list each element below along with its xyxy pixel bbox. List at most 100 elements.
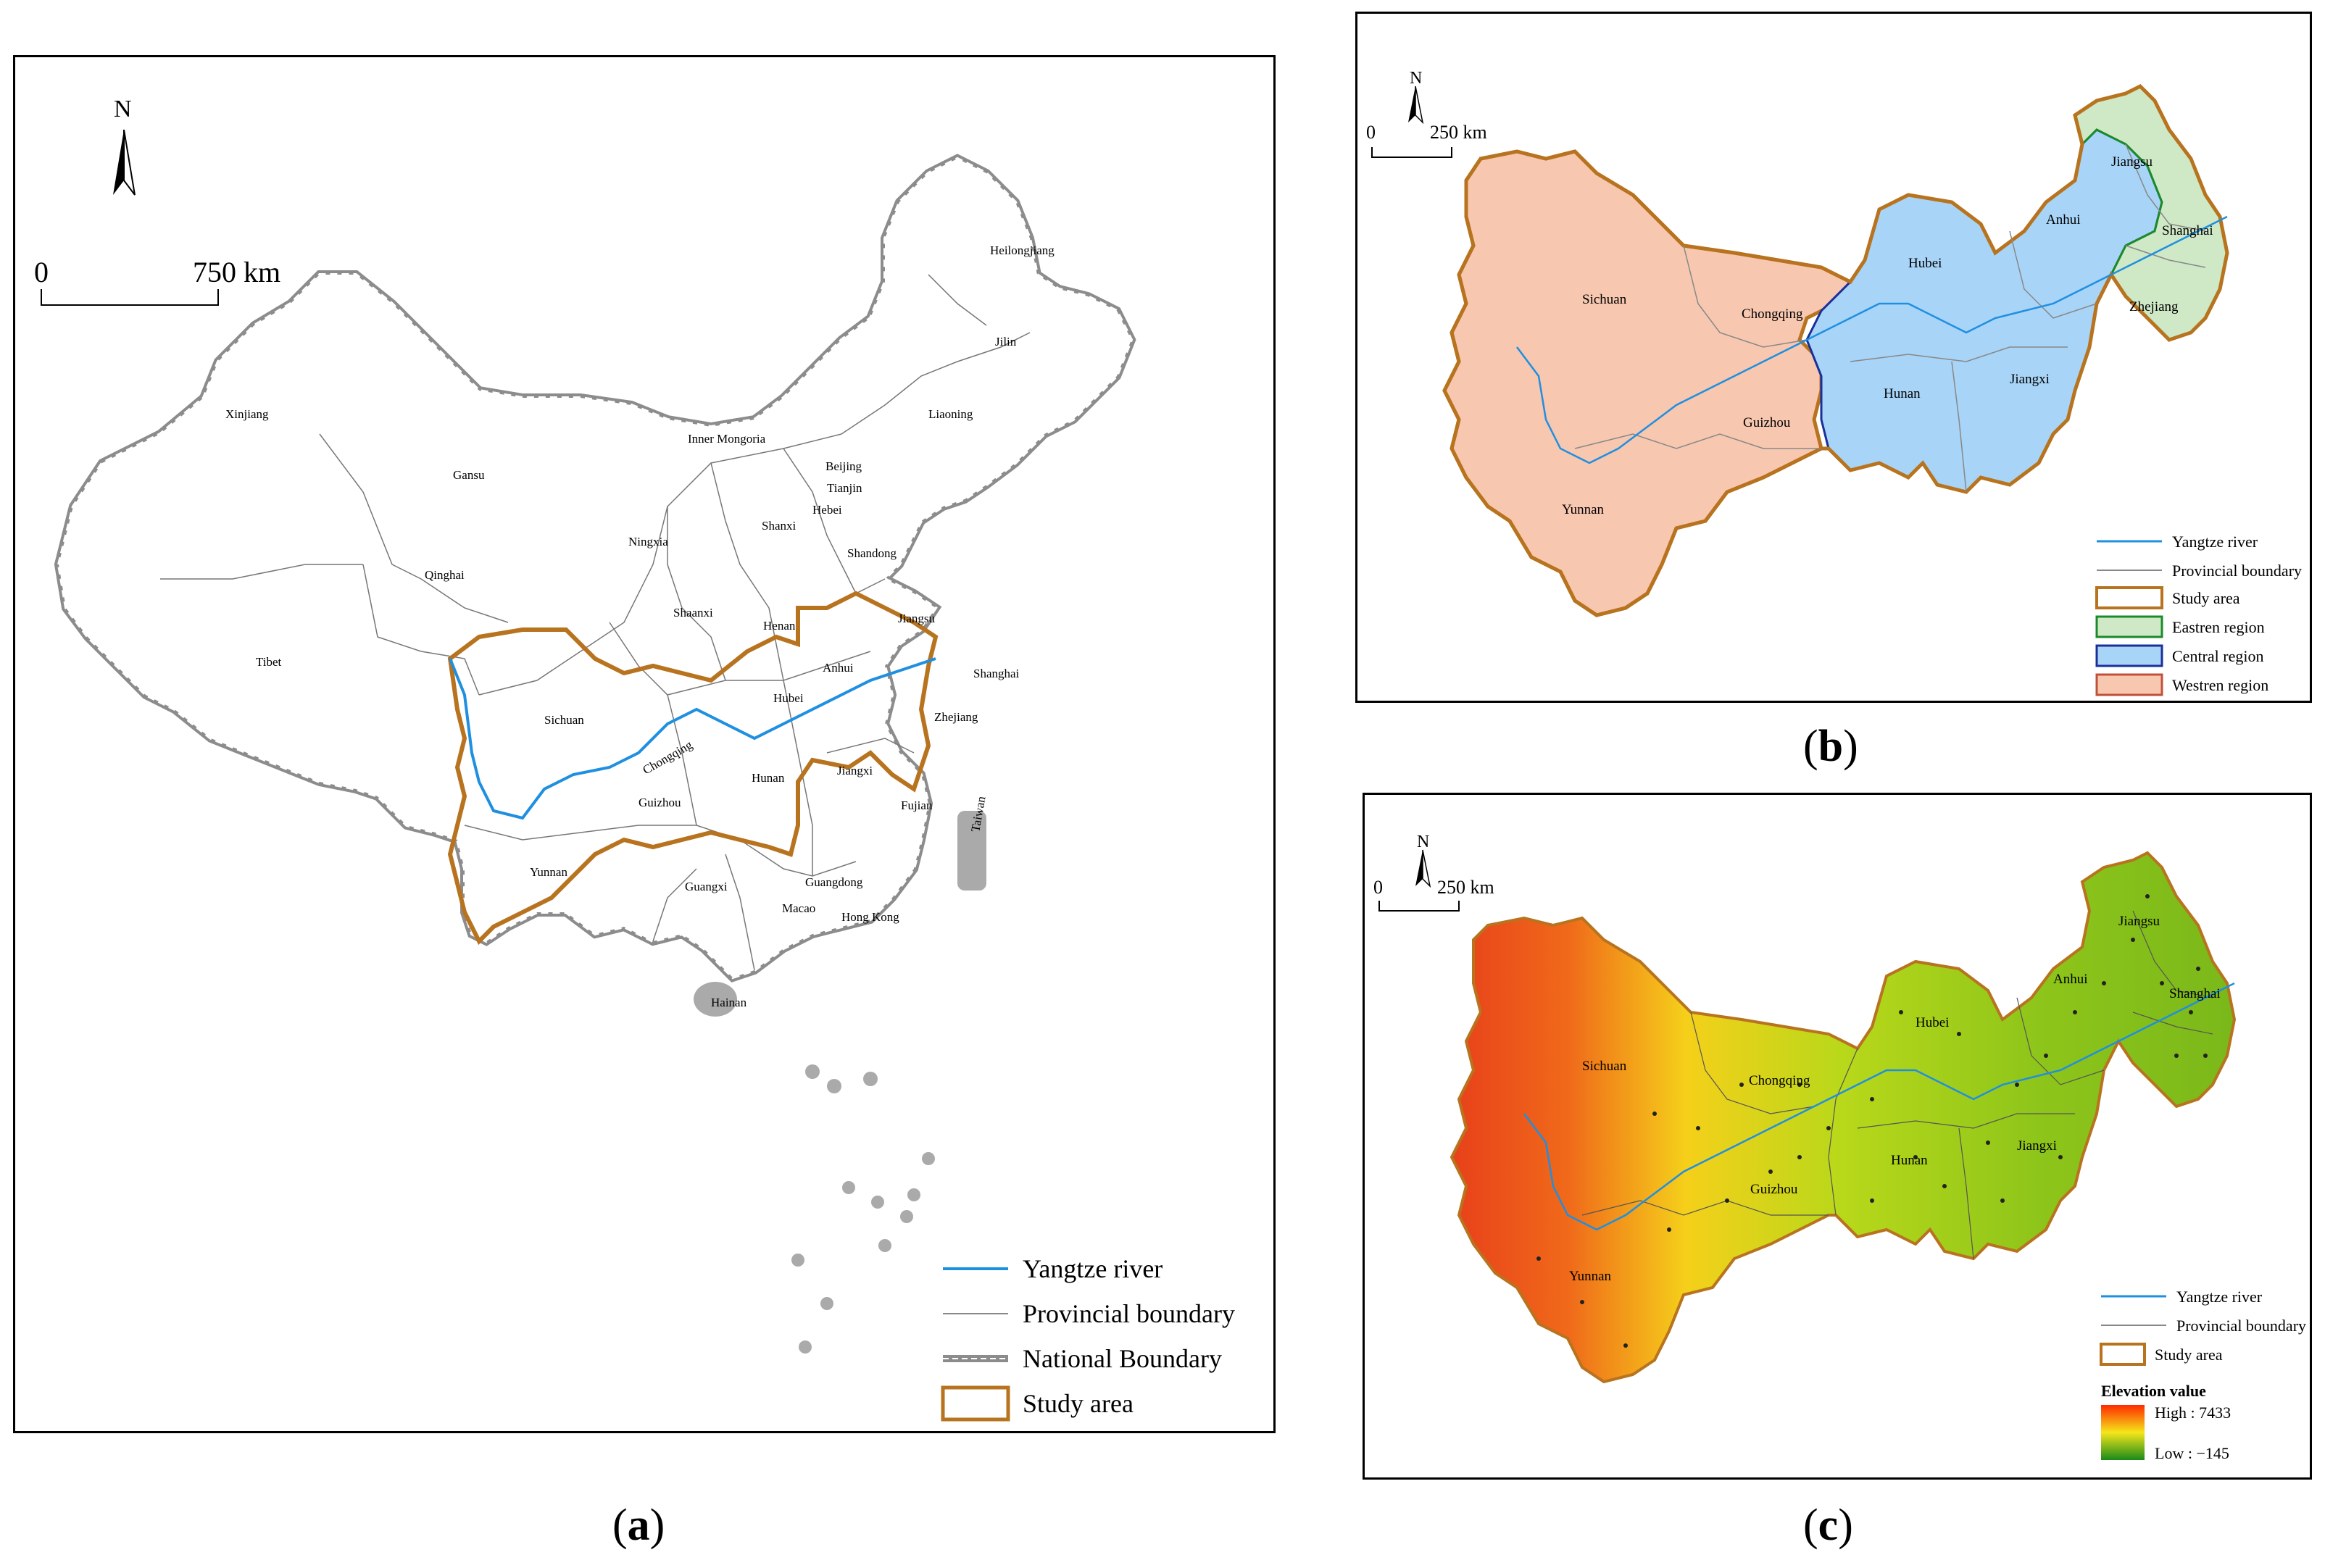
province-label: Tianjin [827, 481, 862, 495]
province-label: Guangxi [685, 880, 728, 893]
province-label: Anhui [823, 661, 854, 675]
scale-zero-b: 0 [1366, 122, 1376, 143]
provincial-boundaries [160, 274, 1031, 971]
province-label: Guizhou [639, 796, 681, 809]
province-label: Inner Mongoria [688, 432, 766, 446]
study-area-boundary [447, 591, 939, 946]
scale-bar-c [1378, 901, 1460, 912]
province-label: Hunan [1891, 1153, 1928, 1168]
legend-c [2100, 1295, 2166, 1460]
province-label: Shanghai [973, 667, 1020, 680]
province-label: Yunnan [1569, 1269, 1612, 1284]
legend-label: Provincial boundary [2176, 1317, 2306, 1335]
province-label: Anhui [2046, 212, 2081, 228]
panel-c-elevation-map: N 0 250 km Jiangsu Anhui Shanghai Sichua… [1363, 793, 2312, 1480]
legend-labels-a: Yangtze river Provincial boundary Nation… [1023, 1254, 1235, 1418]
province-label: Zhejiang [934, 710, 978, 724]
north-label-c: N [1417, 833, 1429, 851]
province-label: Shanghai [2162, 223, 2213, 238]
legend-label: Yangtze river [2172, 533, 2258, 551]
legend-labels-c: Yangtze river Provincial boundary Study … [2101, 1288, 2306, 1462]
province-label: Zhejiang [2129, 299, 2179, 314]
province-label: Yunnan [1562, 502, 1605, 517]
legend-label: Westren region [2172, 676, 2268, 694]
legend-label: Central region [2172, 647, 2263, 665]
province-label: Sichuan [544, 713, 584, 727]
provincial-boundaries-b [1574, 143, 2206, 493]
province-label: Hunan [752, 771, 785, 785]
province-label: Guizhou [1750, 1182, 1798, 1197]
caption-a: (a) [612, 1501, 665, 1550]
province-label: Hunan [1884, 386, 1921, 401]
province-label: Chongqing [1742, 306, 1803, 322]
province-label: Xinjiang [225, 407, 269, 421]
elevation-gradient-legend [2101, 1405, 2145, 1460]
study-area-outline-b [1442, 83, 2229, 617]
legend-label: Provincial boundary [2172, 562, 2302, 580]
province-label: Hainan [711, 996, 747, 1009]
province-label: Shandong [847, 546, 897, 560]
legend-labels-b: Yangtze river Provincial boundary Study … [2172, 533, 2302, 694]
elevation-high: High : 7433 [2155, 1404, 2231, 1422]
province-label: Gansu [453, 468, 485, 482]
caption-c: (c) [1803, 1501, 1853, 1550]
central-region [1805, 128, 2163, 493]
province-label: Jiangsu [898, 612, 936, 625]
western-region [1442, 149, 1853, 617]
province-labels-a: Heilongjiang Jilin Liaoning Xinjiang Inn… [225, 243, 1055, 1009]
elevation-title: Elevation value [2101, 1382, 2206, 1400]
scale-zero-c: 0 [1373, 877, 1383, 898]
province-label: Liaoning [928, 407, 973, 421]
caption-b: (b) [1803, 722, 1858, 771]
elevation-surface [1450, 851, 2237, 1384]
provincial-boundaries-c [1581, 910, 2213, 1259]
province-label: Beijing [825, 459, 862, 473]
scale-end-a: 750 km [193, 256, 280, 288]
scale-bar-b [1371, 147, 1452, 158]
province-label: Chongqing [1749, 1073, 1810, 1088]
legend-label: Yangtze river [2176, 1288, 2263, 1306]
province-label: Macao [782, 901, 815, 915]
province-label: Hubei [1908, 256, 1942, 271]
province-label: Guizhou [1743, 415, 1791, 430]
province-label: Sichuan [1582, 1059, 1627, 1074]
province-labels-b: Jiangsu Anhui Shanghai Hubei Sichuan Cho… [1562, 154, 2213, 517]
province-label: Yunnan [530, 865, 567, 879]
province-label: Shanghai [2169, 986, 2221, 1001]
regions-map-svg: N 0 250 km Jiangsu Anhui Shanghai Hubei … [1366, 69, 2302, 696]
province-label: Hong Kong [841, 910, 899, 924]
province-label: Henan [763, 619, 796, 633]
legend-label: Provincial boundary [1023, 1299, 1235, 1328]
legend-label: Study area [2155, 1346, 2223, 1364]
province-label: Jiangxi [837, 764, 873, 777]
station-dots [1536, 894, 2208, 1348]
province-label: Hubei [1916, 1015, 1949, 1030]
legend-label: Yangtze river [1023, 1254, 1162, 1283]
panel-a-china-map: N 0 750 km Heilongjiang Jilin Liaoning X… [13, 55, 1276, 1433]
province-label: Guangdong [805, 875, 863, 889]
yangtze-river-b [1516, 215, 2228, 464]
legend-label: Study area [2172, 589, 2240, 607]
province-label: Heilongjiang [990, 243, 1055, 257]
province-label: Fujian [901, 798, 933, 812]
north-label-b: N [1410, 69, 1422, 88]
panel-b-regions-map: N 0 250 km Jiangsu Anhui Shanghai Hubei … [1355, 12, 2312, 703]
legend-label: National Boundary [1023, 1344, 1222, 1373]
elevation-map-svg: N 0 250 km Jiangsu Anhui Shanghai Sichua… [1373, 833, 2306, 1462]
province-label: Jiangsu [2118, 914, 2160, 929]
scale-zero-a: 0 [34, 256, 49, 288]
province-label: Jiangsu [2111, 154, 2153, 170]
province-label: Shaanxi [673, 606, 713, 620]
province-label: Jilin [995, 335, 1017, 349]
province-label: Jiangxi [2017, 1138, 2057, 1154]
province-label: Tibet [256, 655, 282, 669]
north-label-a: N [114, 96, 132, 122]
china-map-svg: N 0 750 km Heilongjiang Jilin Liaoning X… [34, 96, 1235, 1422]
scale-end-c: 250 km [1437, 877, 1494, 898]
scale-bar-a [41, 289, 219, 306]
province-label: Sichuan [1582, 292, 1627, 307]
province-label: Jiangxi [2010, 372, 2050, 387]
caption-a-letter: a [627, 1501, 650, 1550]
south-sea-islands [694, 811, 986, 1354]
elevation-low: Low : −145 [2155, 1444, 2229, 1462]
